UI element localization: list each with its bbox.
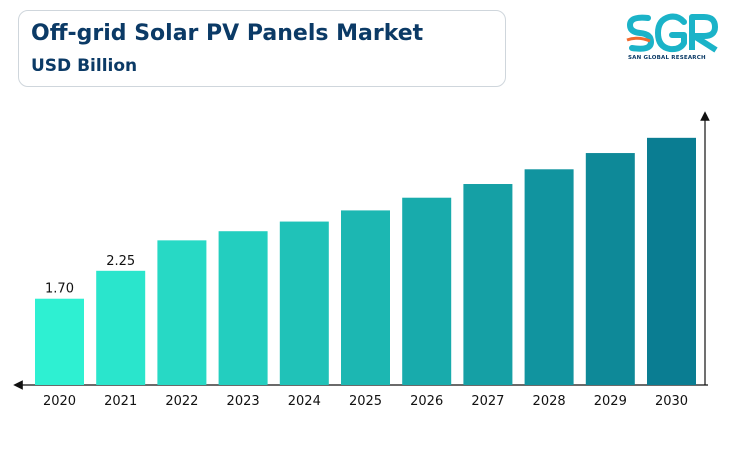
bar-2029 <box>585 153 635 385</box>
bar-2025 <box>341 210 390 385</box>
x-tick-label-2023: 2023 <box>227 394 260 409</box>
data-label-2021: 2.25 <box>106 254 135 269</box>
sgr-logo-mark <box>626 13 718 53</box>
bar-2024 <box>279 221 329 385</box>
title-box: Off-grid Solar PV Panels Market USD Bill… <box>18 10 506 87</box>
bars-group <box>35 137 696 385</box>
x-tick-label-2029: 2029 <box>594 394 627 409</box>
bar-2026 <box>402 197 452 385</box>
bar-2023 <box>218 231 268 385</box>
bar-2021 <box>96 270 146 385</box>
chart-subtitle: USD Billion <box>31 56 138 76</box>
bar-2027 <box>463 184 513 385</box>
x-tick-label-2020: 2020 <box>43 394 76 409</box>
x-tick-label-2022: 2022 <box>165 394 198 409</box>
x-tick-label-2028: 2028 <box>533 394 566 409</box>
x-tick-labels-group: 2020 2021 2022 2023 2024 2025 2026 2027 2028 2029… <box>43 394 688 409</box>
data-label-2020: 1.70 <box>45 282 74 297</box>
chart-title: Off-grid Solar PV Panels Market <box>31 21 424 46</box>
x-tick-label-2021: 2021 <box>104 394 137 409</box>
bar-2022 <box>157 240 207 385</box>
x-tick-label-2024: 2024 <box>288 394 321 409</box>
x-tick-label-2026: 2026 <box>410 394 443 409</box>
sgr-logo: SAN GLOBAL RESEARCH <box>624 12 724 66</box>
bar-2030 <box>647 137 696 385</box>
bar-2020 <box>35 298 84 385</box>
bar-2028 <box>524 169 574 385</box>
sgr-logo-caption: SAN GLOBAL RESEARCH <box>628 55 706 61</box>
x-tick-label-2025: 2025 <box>349 394 382 409</box>
x-tick-label-2027: 2027 <box>471 394 504 409</box>
data-labels-group: 1.70 2.25 <box>45 254 135 297</box>
x-tick-label-2030: 2030 <box>655 394 688 409</box>
